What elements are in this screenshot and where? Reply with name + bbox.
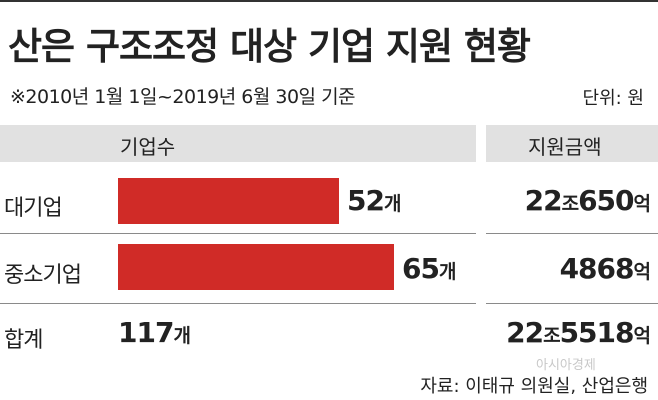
source-note: 자료: 이태규 의원실, 산업은행: [420, 376, 648, 397]
amount-sme: 4868억: [559, 252, 652, 285]
chart-title: 산은 구조조정 대상 기업 지원 현황: [8, 25, 531, 68]
watermark: 아시아경제: [536, 358, 596, 373]
unit-note: 단위: 원: [582, 88, 644, 109]
total-label: 합계: [4, 328, 43, 353]
count-sme-suffix: 개: [438, 261, 457, 283]
row-separator-2b: [486, 303, 658, 304]
row-separator-2: [0, 303, 476, 304]
amount-large-unit1: 조: [561, 193, 580, 215]
count-large: 52개: [347, 184, 402, 217]
count-large-value: 52: [347, 184, 385, 217]
chart-subtitle: ※2010년 1월 1일~2019년 6월 30일 기준: [10, 86, 356, 108]
count-large-suffix: 개: [383, 193, 402, 215]
total-count: 117개: [118, 316, 191, 349]
bar-sme: [118, 244, 394, 290]
category-label-sme: 중소기업: [4, 263, 82, 288]
row-separator-1b: [486, 233, 658, 234]
total-amount-num2: 5518: [559, 316, 635, 349]
header-count-band: [0, 125, 476, 162]
total-amount: 22조5518억: [506, 316, 652, 349]
total-amount-unit1: 조: [543, 325, 561, 347]
row-separator-1: [0, 233, 476, 234]
header-count-label: 기업수: [120, 135, 176, 159]
amount-sme-num2: 4868: [559, 252, 635, 285]
bar-large: [118, 178, 339, 224]
category-label-large: 대기업: [4, 196, 63, 221]
total-count-value: 117: [118, 316, 174, 349]
count-sme-value: 65: [402, 252, 440, 285]
count-sme: 65개: [402, 252, 457, 285]
amount-large-num1: 22: [524, 184, 563, 217]
total-amount-num1: 22: [506, 316, 544, 349]
amount-sme-unit2: 억: [633, 261, 652, 283]
total-amount-unit2: 억: [633, 325, 652, 347]
amount-large: 22조650억: [524, 184, 652, 217]
total-count-suffix: 개: [173, 325, 191, 347]
header-amount-band: [486, 125, 658, 162]
amount-large-num2: 650: [578, 184, 634, 217]
header-amount-label: 지원금액: [528, 135, 602, 159]
top-rule: [0, 0, 658, 2]
amount-large-unit2: 억: [633, 193, 652, 215]
